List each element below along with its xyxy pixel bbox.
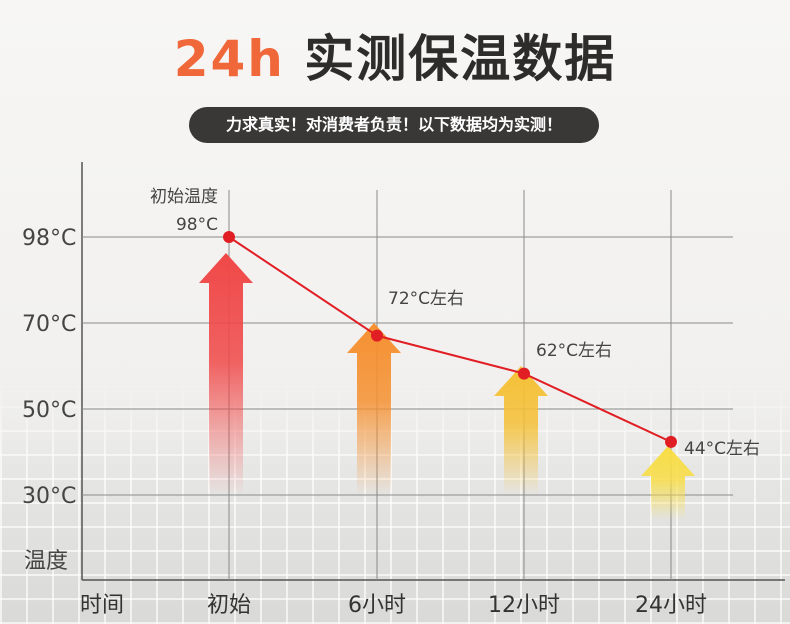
data-point: [371, 329, 383, 342]
temperature-arrow: [641, 446, 695, 520]
x-tick-label: 24小时: [635, 593, 707, 618]
y-tick-label: 98°C: [22, 226, 76, 251]
y-tick-label: 70°C: [22, 312, 76, 337]
subtitle-badge: 力求真实！对消费者负责！以下数据均为实测！: [189, 107, 599, 143]
data-label: 44°C左右: [684, 439, 760, 459]
arrows: [199, 253, 695, 520]
y-axis-label: 温度: [24, 549, 68, 574]
data-label: 62°C左右: [536, 341, 612, 361]
data-point: [665, 435, 677, 448]
data-point: [223, 231, 235, 243]
x-tick-label: 初始: [207, 593, 251, 618]
temperature-arrow: [494, 366, 548, 495]
data-point: [518, 367, 530, 380]
page-title: 24h 实测保温数据: [0, 24, 790, 94]
y-tick-label: 30°C: [22, 484, 76, 509]
y-tick-label: 50°C: [22, 398, 76, 423]
data-label: 98°C: [176, 215, 218, 235]
x-tick-label: 12小时: [488, 593, 560, 618]
annotation-label: 初始温度: [150, 187, 218, 207]
title-highlight: 24h: [173, 30, 285, 88]
x-axis-label: 时间: [80, 593, 124, 618]
temperature-arrow: [347, 323, 401, 495]
x-tick-label: 6小时: [348, 593, 406, 618]
temperature-arrow: [199, 253, 253, 495]
title-text: 实测保温数据: [304, 30, 617, 88]
series-line-group: [223, 231, 677, 448]
series-line: [228, 236, 672, 443]
data-label: 72°C左右: [388, 289, 464, 309]
